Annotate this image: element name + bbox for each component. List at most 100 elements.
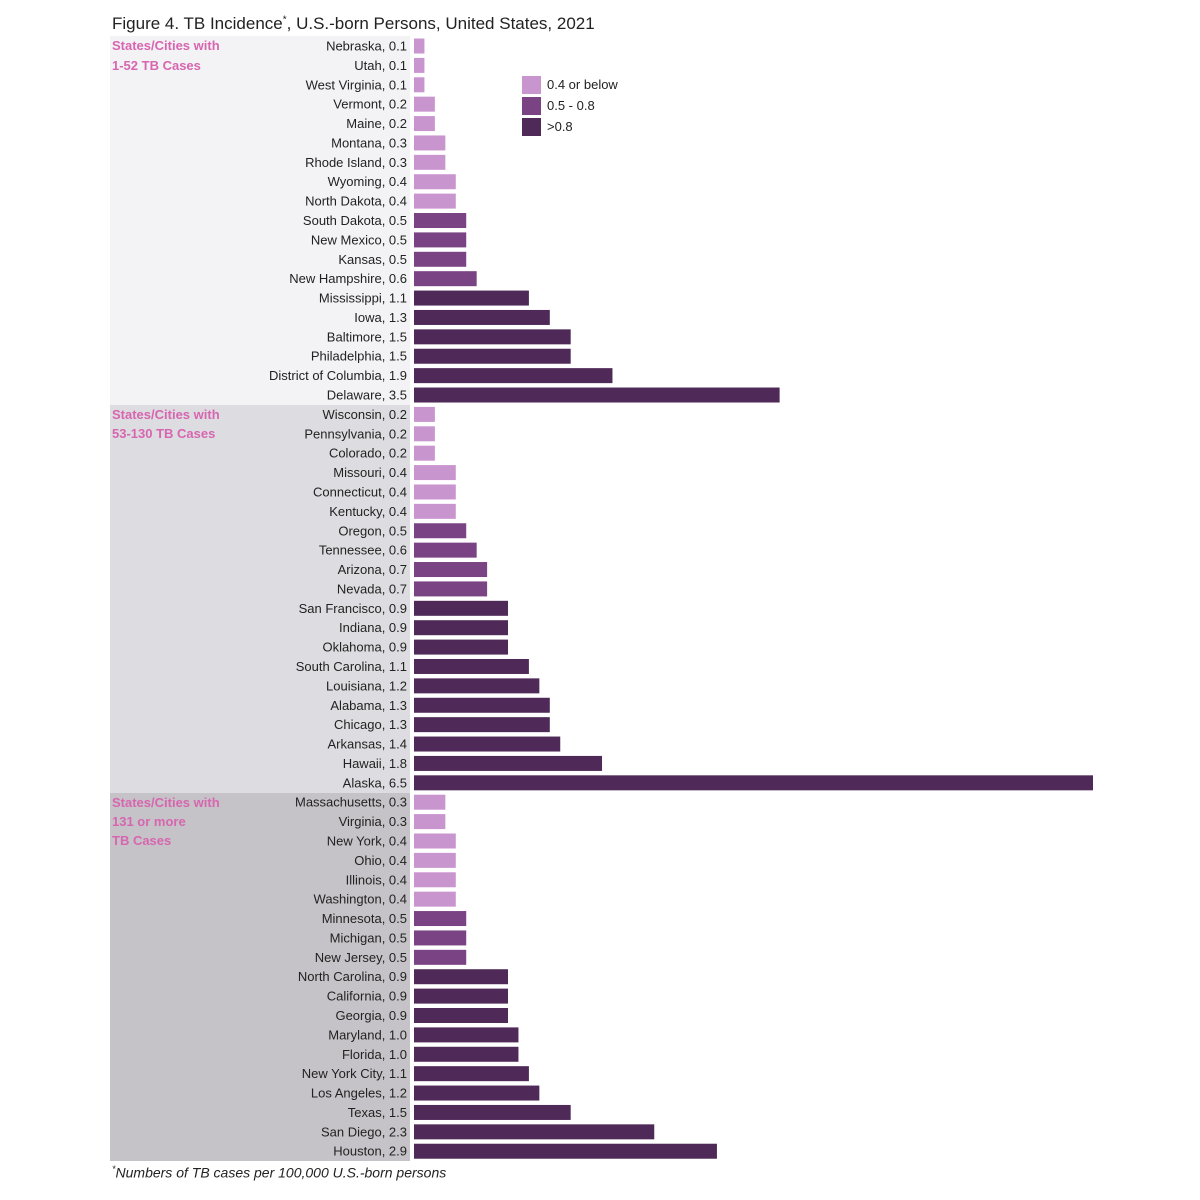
bar-label: South Carolina, 1.1: [296, 659, 407, 674]
bar-label: Connecticut, 0.4: [313, 484, 407, 499]
bar-label: Hawaii, 1.8: [343, 756, 407, 771]
bar: [414, 193, 456, 209]
bar: [414, 911, 467, 927]
group-background: [110, 792, 410, 1161]
bar: [414, 368, 613, 384]
bar: [414, 251, 467, 267]
bar-label: Vermont, 0.2: [333, 97, 407, 112]
bar-label: Houston, 2.9: [333, 1144, 407, 1159]
bar-label: Alaska, 6.5: [343, 775, 407, 790]
bar-label: Indiana, 0.9: [339, 620, 407, 635]
bar-label: Oklahoma, 0.9: [322, 640, 407, 655]
bar-label: Chicago, 1.3: [334, 717, 407, 732]
bar: [414, 290, 529, 306]
bar: [414, 1046, 519, 1062]
bar: [414, 523, 467, 539]
group-label: States/Cities with 131 or more TB Cases: [112, 794, 220, 849]
bar: [414, 1104, 571, 1120]
bar: [414, 794, 446, 810]
bar: [414, 775, 1093, 791]
bar: [414, 271, 477, 287]
chart-title: Figure 4. TB Incidence*, U.S.-born Perso…: [112, 14, 595, 34]
bar: [414, 213, 467, 229]
bar-label: South Dakota, 0.5: [303, 213, 407, 228]
legend-item-mid: 0.5 - 0.8: [522, 95, 618, 116]
bar: [414, 852, 456, 868]
bar-label: North Dakota, 0.4: [305, 194, 407, 209]
bar-label: Oregon, 0.5: [338, 523, 407, 538]
bar: [414, 1085, 540, 1101]
bar: [414, 678, 540, 694]
bar: [414, 600, 509, 616]
bar-label: Maryland, 1.0: [328, 1027, 407, 1042]
bar: [414, 309, 550, 325]
bar-label: Iowa, 1.3: [354, 310, 407, 325]
bar-label: Massachusetts, 0.3: [295, 795, 407, 810]
bar-label: Maine, 0.2: [346, 116, 407, 131]
bar: [414, 833, 456, 849]
bar: [414, 1124, 655, 1140]
bar: [414, 620, 509, 636]
bar-label: Michigan, 0.5: [330, 930, 407, 945]
legend-label: 0.5 - 0.8: [547, 98, 595, 113]
bar-label: San Francisco, 0.9: [299, 601, 407, 616]
bar: [414, 988, 509, 1004]
bar: [414, 814, 446, 830]
bar-label: Delaware, 3.5: [327, 388, 407, 403]
title-rest: , U.S.-born Persons, United States, 2021: [286, 14, 595, 33]
bar: [414, 1143, 717, 1159]
bar: [414, 542, 477, 558]
bar-label: Los Angeles, 1.2: [311, 1086, 407, 1101]
bar-label: District of Columbia, 1.9: [269, 368, 407, 383]
bar-label: Washington, 0.4: [314, 892, 407, 907]
bar: [414, 872, 456, 888]
legend-label: 0.4 or below: [547, 77, 618, 92]
bar-label: Virginia, 0.3: [339, 814, 407, 829]
bar: [414, 465, 456, 481]
legend-swatch: [522, 96, 541, 115]
bar: [414, 445, 435, 461]
bar-label: Kansas, 0.5: [338, 252, 407, 267]
bar-label: Pennsylvania, 0.2: [304, 426, 407, 441]
bar: [414, 755, 603, 771]
bar: [414, 426, 435, 442]
bar: [414, 1066, 529, 1082]
group-background: [110, 404, 410, 793]
bar-label: Wyoming, 0.4: [328, 174, 407, 189]
bar: [414, 1008, 509, 1023]
bar: [414, 174, 456, 190]
bar-label: Arkansas, 1.4: [328, 737, 408, 752]
bar: [414, 697, 550, 713]
bar-label: Utah, 0.1: [354, 58, 407, 73]
bar: [414, 329, 571, 345]
bar: [414, 406, 435, 422]
bar: [414, 348, 571, 364]
group-label: States/Cities with 1-52 TB Cases: [112, 38, 220, 73]
legend: 0.4 or below 0.5 - 0.8 >0.8: [522, 74, 618, 137]
bar-label: Kentucky, 0.4: [329, 504, 407, 519]
bar: [414, 949, 467, 965]
bar-label: Rhode Island, 0.3: [305, 155, 407, 170]
bar-label: Baltimore, 1.5: [327, 329, 407, 344]
group-background: [110, 36, 410, 405]
bar-label: Missouri, 0.4: [333, 465, 407, 480]
bar-label: Florida, 1.0: [342, 1047, 407, 1062]
bar: [414, 930, 467, 946]
bar: [414, 1027, 519, 1043]
bar-label: New Jersey, 0.5: [315, 950, 407, 965]
bar-label: San Diego, 2.3: [321, 1124, 407, 1139]
bar: [414, 116, 435, 132]
legend-label: >0.8: [547, 119, 573, 134]
bar: [414, 969, 509, 985]
legend-item-low: 0.4 or below: [522, 74, 618, 95]
bar: [414, 503, 456, 519]
legend-swatch: [522, 75, 541, 94]
bar: [414, 387, 780, 403]
title-main: Figure 4. TB Incidence: [112, 14, 283, 33]
bar-label: Georgia, 0.9: [335, 1008, 407, 1023]
bar-label: Ohio, 0.4: [354, 853, 407, 868]
bar: [414, 96, 435, 112]
bar: [414, 38, 425, 54]
bar: [414, 717, 550, 733]
